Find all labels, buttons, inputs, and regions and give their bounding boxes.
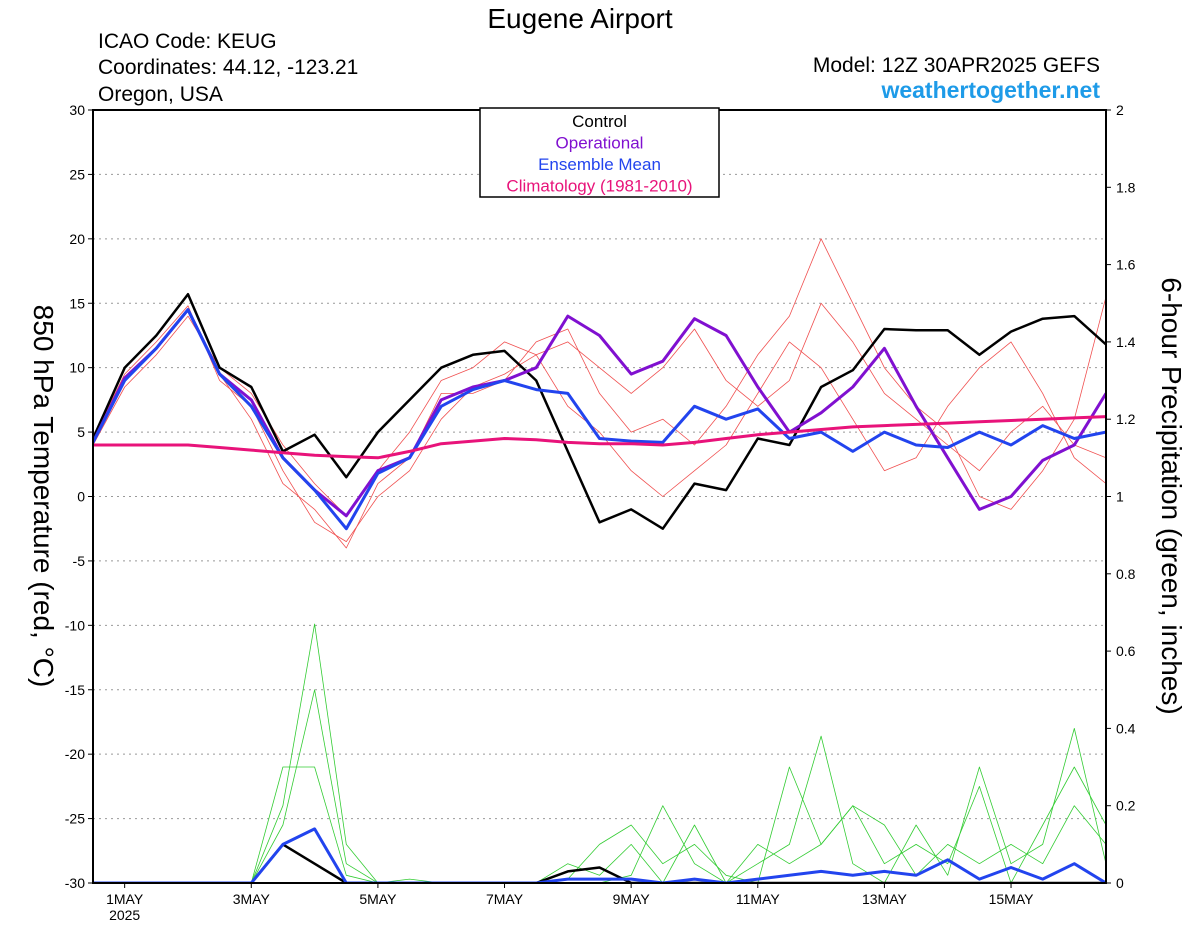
series-line <box>93 827 1106 883</box>
model-label: Model: 12Z 30APR2025 GEFS <box>813 54 1100 77</box>
y-tick-label: 15 <box>69 295 85 311</box>
series-line <box>93 302 1106 542</box>
x-tick-label: 9MAY <box>613 891 651 907</box>
legend-entry: Climatology (1981-2010) <box>506 177 692 196</box>
site-label: weathertogether.net <box>880 77 1100 103</box>
y-tick-label: -15 <box>65 682 85 698</box>
y2-tick-label: 0.8 <box>1116 566 1136 582</box>
y-tick-label: -25 <box>65 811 85 827</box>
series-line <box>93 292 1106 530</box>
series-line <box>93 689 1106 883</box>
series-line <box>93 766 1106 883</box>
x-year-label: 2025 <box>109 907 140 923</box>
legend-box <box>479 107 720 198</box>
series-line <box>93 308 1106 518</box>
y2-tick-label: 0 <box>1116 875 1124 891</box>
series-line <box>93 308 1106 531</box>
series-line <box>93 415 1106 460</box>
y2-tick-label: 0.4 <box>1116 720 1136 736</box>
info-line: ICAO Code: KEUG <box>98 30 277 53</box>
series-line <box>93 315 1106 517</box>
legend-entry: Control <box>572 112 627 131</box>
x-tick-label: 13MAY <box>862 891 908 907</box>
legend-entry: Operational <box>556 134 644 153</box>
y-tick-label: -10 <box>65 617 85 633</box>
x-tick-label: 7MAY <box>486 891 524 907</box>
y-tick-label: 25 <box>69 166 85 182</box>
y2-tick-label: 1.6 <box>1116 257 1136 273</box>
x-tick-label: 5MAY <box>359 891 397 907</box>
y-tick-label: -20 <box>65 746 85 762</box>
y2-axis-label: 6-hour Precipitation (green, inches) <box>1156 277 1187 714</box>
legend-entry: Ensemble Mean <box>538 155 661 174</box>
y2-tick-label: 1.4 <box>1116 334 1136 350</box>
y-tick-label: 0 <box>77 489 85 505</box>
info-line: Oregon, USA <box>98 83 223 106</box>
y-tick-label: -5 <box>73 553 86 569</box>
chart-title: Eugene Airport <box>487 3 672 34</box>
x-tick-label: 1MAY <box>106 891 144 907</box>
y-axis-label: 850 hPa Temperature (red, °C) <box>28 305 59 688</box>
y-tick-label: 5 <box>77 424 85 440</box>
y-tick-label: 30 <box>69 102 85 118</box>
info-line: Coordinates: 44.12, -123.21 <box>98 56 358 79</box>
y-tick-label: 10 <box>69 360 85 376</box>
y2-tick-label: 1.8 <box>1116 179 1136 195</box>
x-tick-label: 11MAY <box>736 891 780 907</box>
x-tick-label: 15MAY <box>989 891 1035 907</box>
y2-tick-label: 1.2 <box>1116 411 1136 427</box>
x-tick-label: 3MAY <box>233 891 271 907</box>
y-tick-label: 20 <box>69 231 85 247</box>
y2-tick-label: 2 <box>1116 102 1124 118</box>
plot-area <box>93 110 1106 883</box>
y2-tick-label: 1 <box>1116 489 1124 505</box>
y2-tick-label: 0.2 <box>1116 798 1136 814</box>
y-tick-label: -30 <box>65 875 85 891</box>
y2-tick-label: 0.6 <box>1116 643 1136 659</box>
series-line <box>93 623 1106 883</box>
